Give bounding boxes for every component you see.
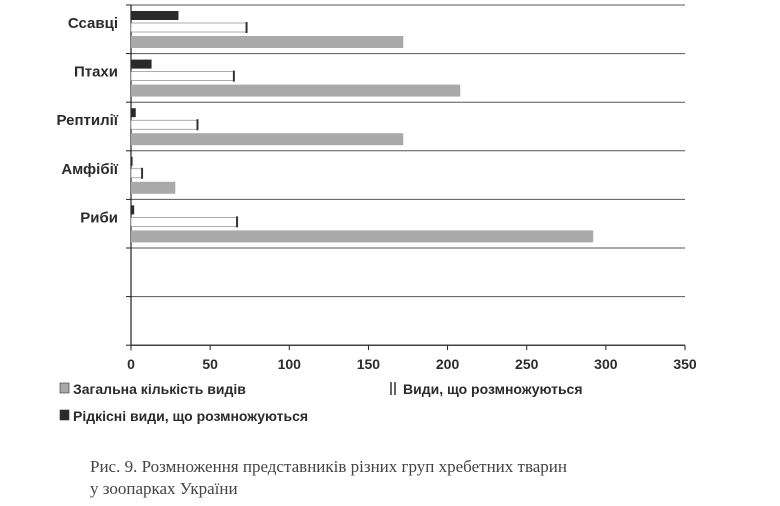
legend-label: Види, що розмножуються	[403, 381, 583, 397]
figure-caption: Рис. 9. Розмноження представників різних…	[90, 457, 567, 498]
category-label: Риби	[80, 209, 118, 226]
bar	[131, 205, 135, 215]
bar	[131, 84, 461, 97]
legend-label: Загальна кількість видів	[73, 381, 246, 397]
bar	[130, 71, 235, 81]
bar	[131, 36, 404, 48]
bar	[130, 168, 143, 179]
x-tick-label: 300	[594, 356, 618, 372]
bar	[131, 59, 152, 69]
bar-chart: 0 50 100 150 200 250 300 350 Ссавці Птахи Рептилії…	[56, 4, 697, 424]
x-tick-label: 250	[515, 356, 539, 372]
x-tick-label: 200	[436, 356, 460, 372]
x-tick-label: 100	[278, 356, 302, 372]
bar	[130, 217, 238, 227]
legend-swatch	[59, 382, 70, 394]
category-label: Рептилії	[56, 112, 118, 129]
bar	[131, 230, 594, 243]
category-label: Амфібії	[61, 161, 118, 178]
x-tick-label: 350	[673, 356, 697, 372]
bar	[131, 133, 404, 146]
bar	[130, 22, 247, 33]
bar	[131, 156, 133, 166]
x-tick-label: 0	[127, 356, 135, 372]
legend-swatch	[59, 409, 70, 421]
category-label: Птахи	[74, 64, 118, 81]
category-label: Ссавці	[68, 15, 118, 32]
x-tick-label: 50	[202, 356, 218, 372]
bar	[130, 119, 198, 130]
x-tick-label: 150	[357, 356, 381, 372]
legend-label: Рідкісні види, що розмножуються	[73, 408, 308, 424]
bar	[131, 11, 179, 20]
bar	[131, 181, 176, 194]
bar	[131, 108, 136, 118]
